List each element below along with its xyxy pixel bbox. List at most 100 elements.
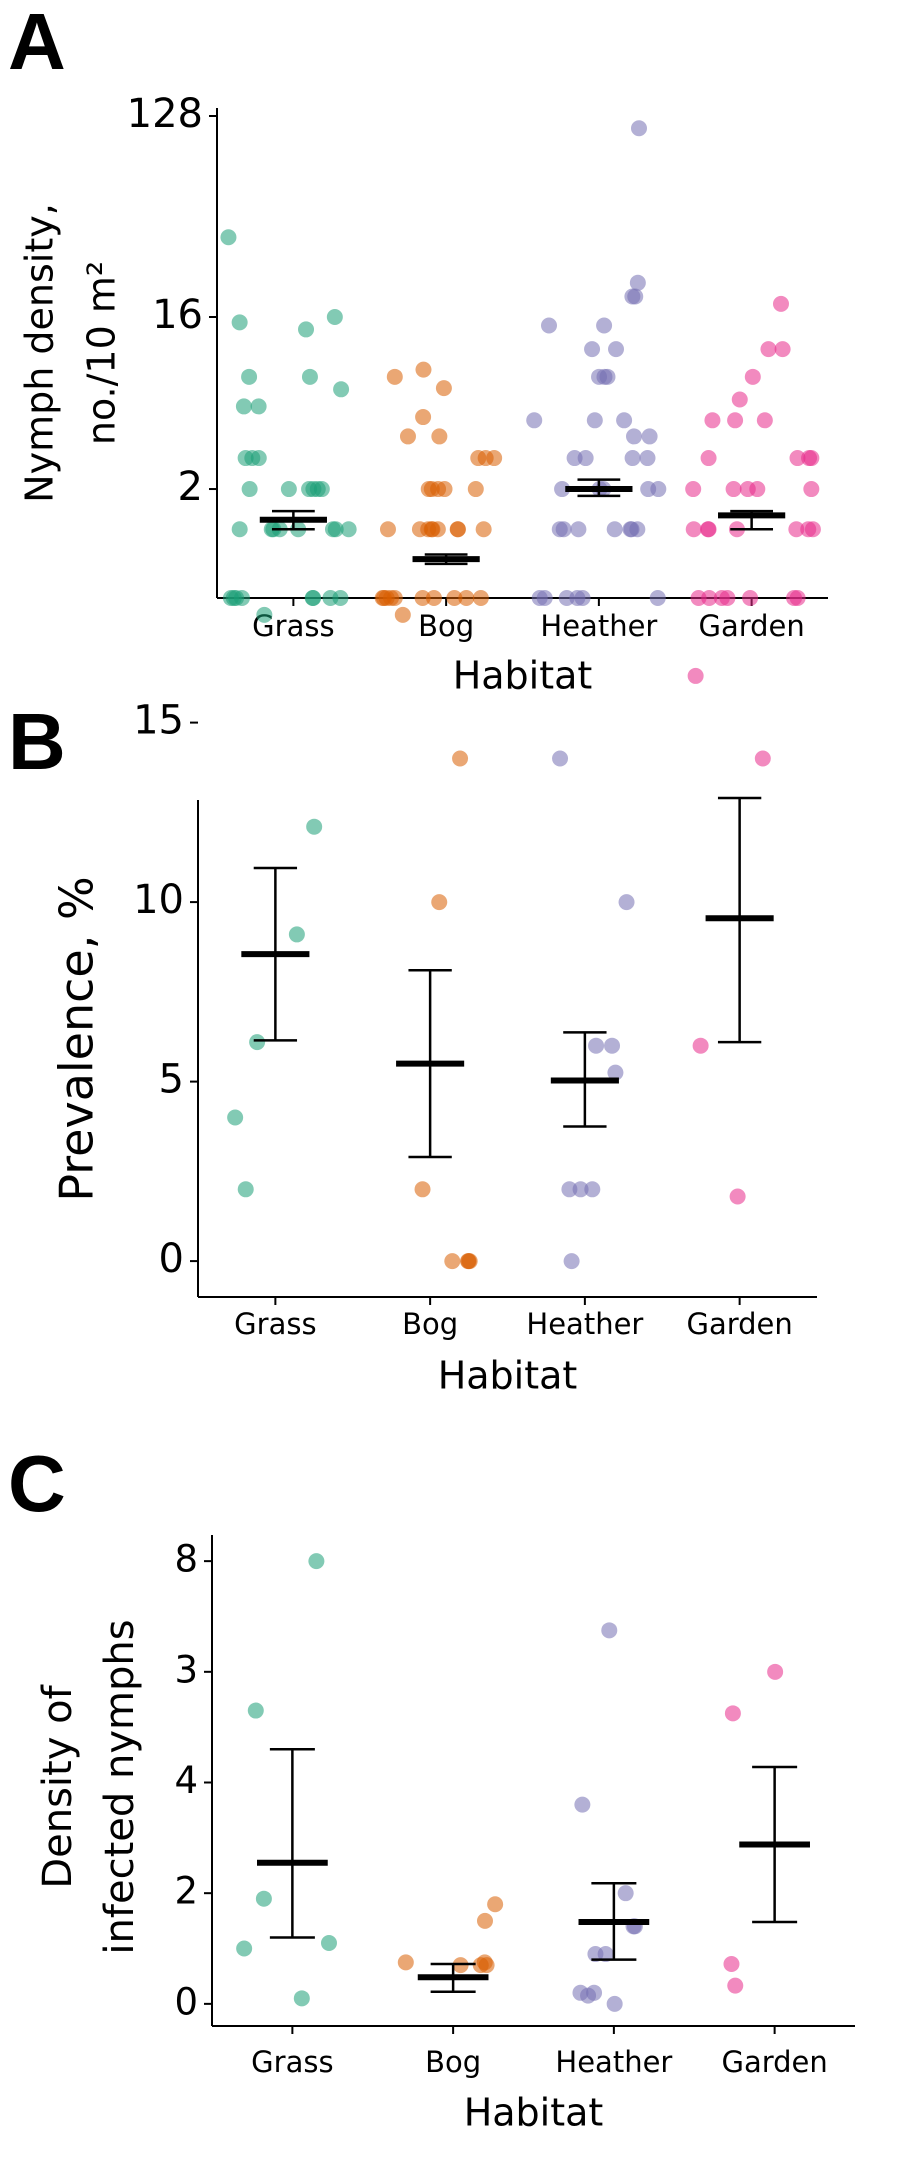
y-axis-label: no./10 m² xyxy=(80,261,124,445)
y-tick-label: 128 xyxy=(127,91,203,137)
point xyxy=(397,1954,414,1971)
point xyxy=(616,412,633,429)
y-axis-label: Density of xyxy=(35,1684,81,1888)
y-tick-label: 16 xyxy=(152,292,203,338)
point xyxy=(606,1995,623,2012)
point xyxy=(577,450,594,467)
point xyxy=(320,1934,337,1951)
point xyxy=(789,450,806,467)
point xyxy=(435,380,452,397)
x-tick-label: Grass xyxy=(234,1307,316,1341)
point xyxy=(423,521,440,538)
point xyxy=(801,450,818,467)
point xyxy=(411,521,428,538)
point xyxy=(685,521,702,538)
point xyxy=(227,1109,244,1126)
point xyxy=(487,1896,504,1913)
point xyxy=(306,818,323,835)
point xyxy=(531,590,548,606)
point xyxy=(606,521,623,538)
point xyxy=(607,1064,624,1081)
point xyxy=(580,1987,597,2004)
point xyxy=(379,521,396,538)
point xyxy=(624,450,641,467)
point xyxy=(225,590,242,606)
point xyxy=(308,1553,325,1570)
point xyxy=(301,481,318,498)
point xyxy=(237,1181,254,1198)
point xyxy=(415,361,432,378)
point xyxy=(596,317,613,334)
point xyxy=(231,521,248,538)
y-tick-label: 2 xyxy=(178,464,203,510)
point xyxy=(626,428,643,445)
point xyxy=(574,590,591,606)
point xyxy=(692,1037,709,1054)
point xyxy=(767,1663,784,1680)
point xyxy=(386,368,403,385)
point xyxy=(449,521,466,538)
point xyxy=(704,412,721,429)
x-tick-label: Heather xyxy=(526,1307,643,1341)
point xyxy=(444,1253,461,1270)
point xyxy=(452,750,469,767)
y-tick-label: 5 xyxy=(159,1057,184,1103)
y-axis-label: infected nymphs xyxy=(97,1619,143,1954)
point xyxy=(551,521,568,538)
point xyxy=(431,428,448,445)
point xyxy=(719,590,736,606)
point xyxy=(639,450,656,467)
point xyxy=(293,1990,310,2007)
point xyxy=(618,894,635,911)
point xyxy=(588,1037,605,1054)
y-tick-label: 3 xyxy=(174,1648,198,1691)
point xyxy=(340,521,357,538)
panel-label: C xyxy=(8,1439,66,1528)
point xyxy=(431,894,448,911)
point xyxy=(584,1181,601,1198)
y-tick-label: 0 xyxy=(174,1980,198,2023)
point xyxy=(701,590,718,606)
point xyxy=(241,368,258,385)
point xyxy=(597,1946,614,1963)
point xyxy=(250,398,267,415)
point xyxy=(789,590,806,606)
point xyxy=(263,521,280,538)
point xyxy=(608,341,625,358)
point xyxy=(731,391,748,408)
point xyxy=(685,481,702,498)
point xyxy=(552,750,569,767)
point xyxy=(414,1181,431,1198)
point xyxy=(727,1977,744,1994)
y-tick-label: 0 xyxy=(159,1236,184,1282)
point xyxy=(624,288,641,305)
y-axis-label: Nymph density, xyxy=(18,203,62,503)
point xyxy=(574,1796,591,1813)
point xyxy=(629,274,646,291)
point xyxy=(754,750,771,767)
point xyxy=(649,590,666,606)
point xyxy=(563,1253,580,1270)
x-tick-label: Garden xyxy=(686,1307,792,1341)
point xyxy=(725,481,742,498)
point xyxy=(472,590,489,606)
x-tick-label: Bog xyxy=(418,609,474,643)
point xyxy=(599,368,616,385)
point xyxy=(617,1885,634,1902)
x-axis-label: Habitat xyxy=(438,1354,578,1398)
point xyxy=(231,314,248,331)
point xyxy=(255,1890,272,1907)
point xyxy=(729,1188,746,1205)
point xyxy=(727,412,744,429)
point xyxy=(394,606,411,623)
y-tick-label: 8 xyxy=(174,1538,198,1581)
point xyxy=(446,590,463,606)
point xyxy=(584,341,601,358)
point xyxy=(723,1956,740,1973)
point xyxy=(526,412,543,429)
point xyxy=(788,521,805,538)
x-axis-label: Habitat xyxy=(453,654,593,698)
point xyxy=(415,409,432,426)
point xyxy=(630,120,647,137)
point xyxy=(772,295,789,312)
